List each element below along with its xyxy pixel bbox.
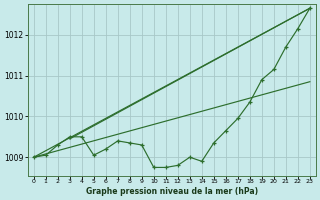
X-axis label: Graphe pression niveau de la mer (hPa): Graphe pression niveau de la mer (hPa) [86,187,258,196]
